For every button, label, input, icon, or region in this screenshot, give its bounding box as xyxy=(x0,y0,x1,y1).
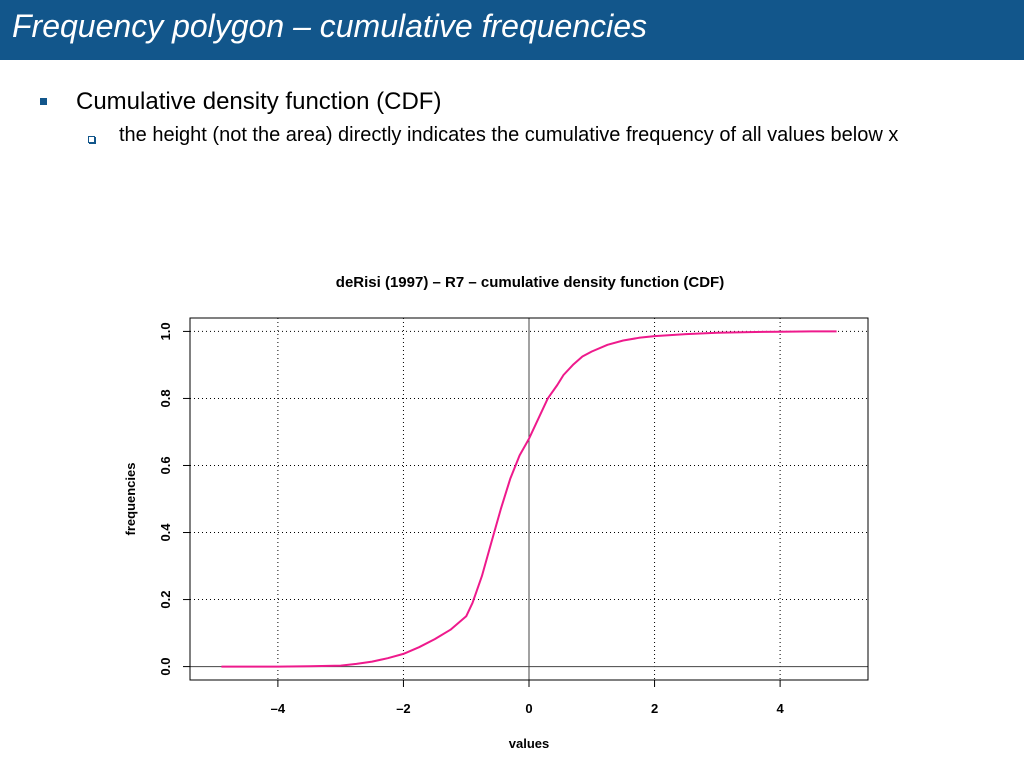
cdf-series-line xyxy=(221,330,837,668)
y-tick-label: 0.4 xyxy=(158,523,173,542)
y-tick-label: 0.2 xyxy=(158,591,173,609)
x-tick-label: –2 xyxy=(396,701,410,716)
grid-layer xyxy=(190,318,868,680)
axes-layer: –4 –2 0 2 4 0.0 0.2 0.4 0.6 0.8 1.0 xyxy=(158,322,784,716)
y-tick-label: 1.0 xyxy=(158,322,173,340)
x-axis-label: values xyxy=(509,736,549,751)
x-tick-label: 2 xyxy=(651,701,658,716)
hollow-square-bullet-icon xyxy=(88,136,95,143)
x-tick-label: 4 xyxy=(776,701,784,716)
y-tick-label: 0.6 xyxy=(158,456,173,474)
chart-title: deRisi (1997) – R7 – cumulative density … xyxy=(336,274,724,291)
slide-title: Frequency polygon – cumulative frequenci… xyxy=(12,8,648,44)
x-tick-label: 0 xyxy=(525,701,532,716)
sub-bullet-text: the height (not the area) directly indic… xyxy=(119,124,899,146)
y-axis-label: frequencies xyxy=(123,463,138,536)
y-tick-label: 0.8 xyxy=(158,389,173,407)
series-layer xyxy=(221,330,837,668)
plot-frame xyxy=(189,317,869,681)
square-bullet-icon xyxy=(40,98,47,105)
bullet-text: Cumulative density function (CDF) xyxy=(76,88,442,115)
y-tick-label: 0.0 xyxy=(158,658,173,676)
x-tick-label: –4 xyxy=(271,701,286,716)
title-bar: Frequency polygon – cumulative frequenci… xyxy=(0,0,1024,60)
